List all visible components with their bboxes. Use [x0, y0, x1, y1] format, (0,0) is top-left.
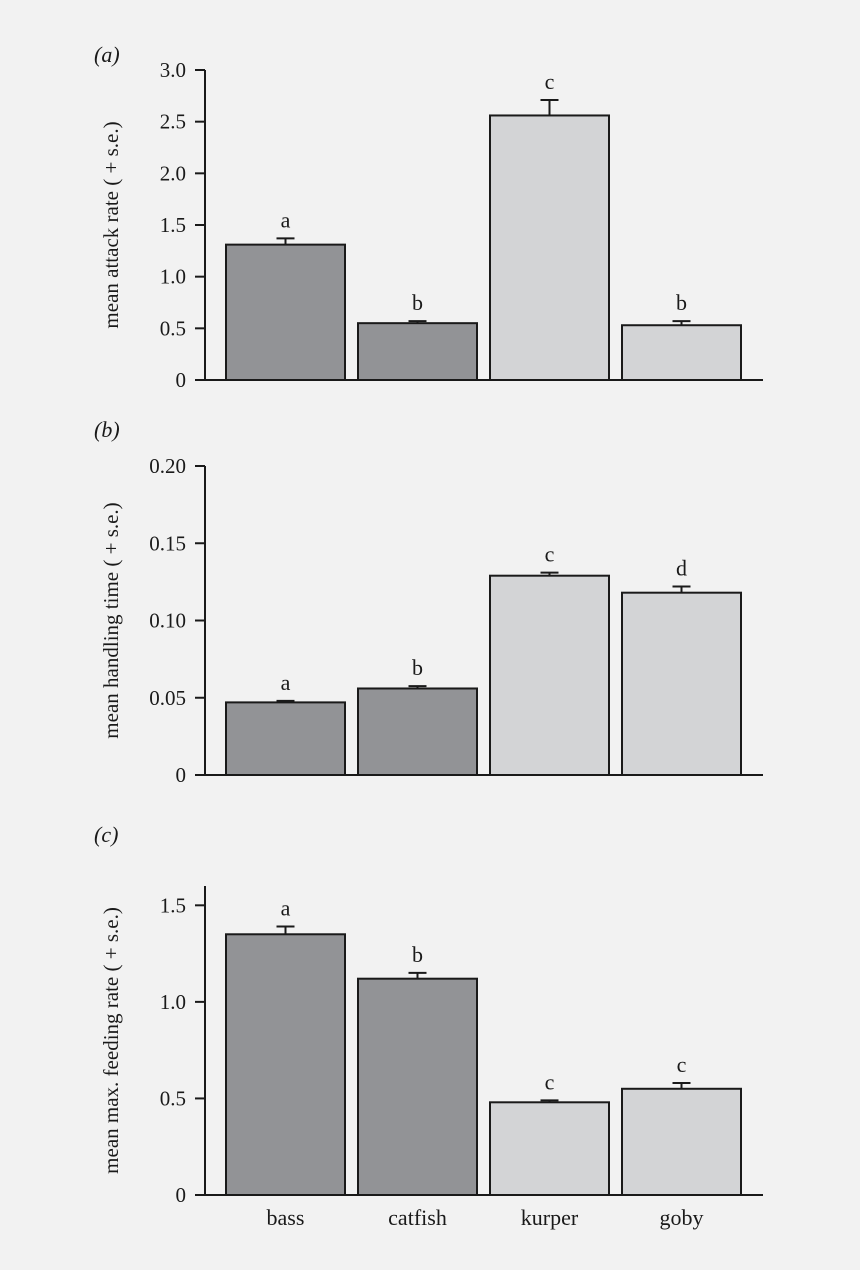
bar-bass [225, 933, 346, 1196]
x-tick-label-catfish: catfish [388, 1205, 447, 1230]
y-tick-label: 1.0 [160, 990, 186, 1014]
panel-label: (b) [94, 417, 120, 442]
y-tick-label: 2.0 [160, 161, 186, 185]
bar-goby [621, 324, 742, 382]
y-tick-label: 0 [176, 763, 187, 787]
y-tick-label: 0.15 [149, 531, 186, 555]
x-tick-label-goby: goby [660, 1205, 704, 1230]
bar-catfish [357, 687, 478, 776]
y-axis-label: mean attack rate ( + s.e.) [99, 121, 123, 328]
chart-panel-3: (c) a b c c 0 0.5 1.0 1.5 mean max. feeding rate … [94, 822, 763, 1230]
bar-catfish [357, 322, 478, 381]
significance-label-bass: a [281, 670, 291, 695]
y-tick-label: 1.0 [160, 265, 186, 289]
y-tick-label: 3.0 [160, 58, 186, 82]
y-tick-label: 0.5 [160, 1086, 186, 1110]
y-tick-label: 0 [176, 1183, 187, 1207]
y-axis-label: mean max. feeding rate ( + s.e.) [99, 907, 123, 1174]
bar-catfish [357, 977, 478, 1197]
significance-label-kurper: c [545, 69, 555, 94]
panel-label: (a) [94, 42, 120, 67]
bar-bass [225, 243, 346, 381]
y-tick-label: 2.5 [160, 110, 186, 134]
y-tick-label: 0.20 [149, 454, 186, 478]
significance-label-catfish: b [412, 290, 423, 315]
significance-label-kurper: c [545, 542, 555, 567]
bar-kurper [489, 114, 610, 381]
panel-label: (c) [94, 822, 118, 847]
significance-label-catfish: b [412, 942, 423, 967]
significance-label-goby: b [676, 290, 687, 315]
bar-bass [225, 701, 346, 777]
chart-panel-1: (a) a b c b 0 0.5 1.0 1.5 2.0 2.5 3.0 mean attack ra… [94, 42, 763, 392]
significance-label-goby: d [676, 556, 687, 581]
y-tick-label: 0.10 [149, 609, 186, 633]
y-tick-label: 0 [176, 368, 187, 392]
x-tick-label-kurper: kurper [521, 1205, 579, 1230]
y-tick-label: 1.5 [160, 213, 186, 237]
bar-goby [621, 1087, 742, 1196]
y-tick-label: 0.5 [160, 316, 186, 340]
bar-goby [621, 591, 742, 776]
significance-label-goby: c [677, 1052, 687, 1077]
significance-label-catfish: b [412, 655, 423, 680]
significance-label-bass: a [281, 896, 291, 921]
chart-panel-2: (b) a b c d 0 0.05 0.10 0.15 0.20 mean handling ti… [94, 417, 763, 787]
x-tick-label-bass: bass [267, 1205, 305, 1230]
significance-label-bass: a [281, 207, 291, 232]
significance-label-kurper: c [545, 1069, 555, 1094]
y-tick-label: 0.05 [149, 686, 186, 710]
bar-kurper [489, 574, 610, 776]
bar-kurper [489, 1101, 610, 1197]
y-axis-label: mean handling time ( + s.e.) [99, 502, 123, 738]
y-tick-label: 1.5 [160, 893, 186, 917]
